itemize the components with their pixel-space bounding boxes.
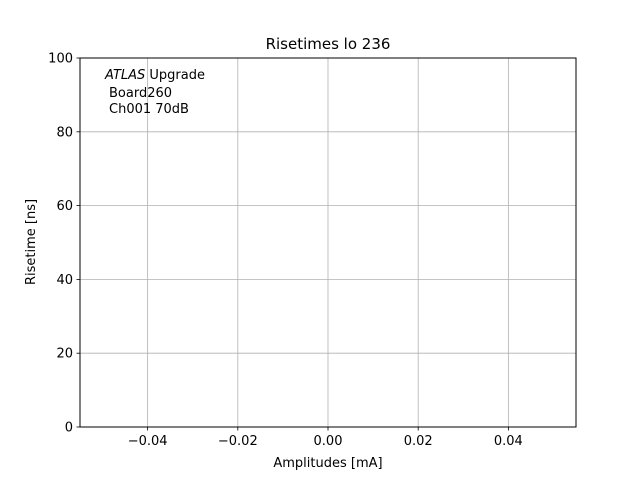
- annotation-line-2: Board260: [109, 86, 172, 101]
- y-tick-label: 100: [48, 52, 73, 67]
- y-tick-label: 40: [56, 273, 73, 288]
- x-tick-label: 0.04: [494, 434, 523, 449]
- grid: [80, 58, 576, 427]
- y-tick-label: 60: [56, 199, 73, 214]
- ticks: −0.04 −0.02 0.00 0.02 0.04 0 20 40 60 80 100: [48, 52, 523, 450]
- atlas-label: ATLAS: [104, 68, 145, 83]
- y-tick-label: 20: [56, 347, 73, 362]
- x-tick-label: −0.02: [218, 434, 258, 449]
- x-tick-label: −0.04: [128, 434, 168, 449]
- x-axis-label: Amplitudes [mA]: [273, 456, 382, 471]
- annotation-line-3: Ch001 70dB: [109, 102, 189, 117]
- chart-title: Risetimes lo 236: [266, 35, 391, 53]
- upgrade-label: Upgrade: [145, 68, 205, 83]
- x-tick-label: 0.00: [314, 434, 343, 449]
- y-axis-label: Risetime [ns]: [24, 199, 39, 285]
- y-tick-label: 80: [56, 125, 73, 140]
- annotation-line-1: ATLAS Upgrade: [104, 68, 205, 83]
- x-tick-label: 0.02: [404, 434, 433, 449]
- y-tick-label: 0: [65, 421, 73, 436]
